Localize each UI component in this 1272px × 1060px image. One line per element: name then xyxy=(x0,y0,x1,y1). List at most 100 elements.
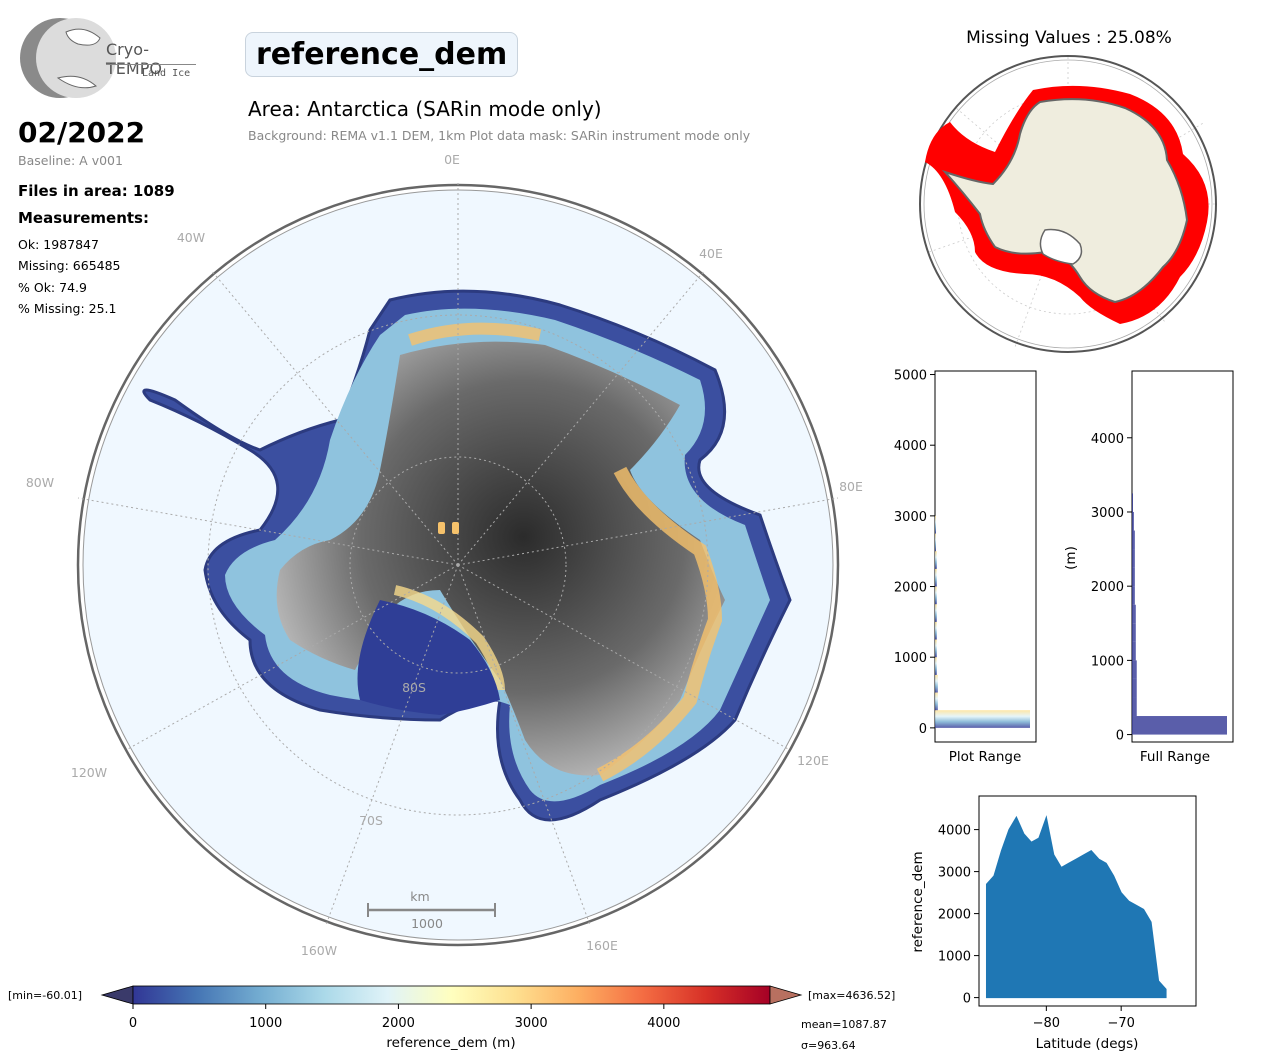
y-tick-label: 3000 xyxy=(1091,506,1124,521)
scalebar-value: 1000 xyxy=(411,916,443,931)
background-note: Background: REMA v1.1 DEM, 1km Plot data… xyxy=(248,128,751,143)
lon-label: 120E xyxy=(797,753,829,768)
logo-subtitle: Land Ice xyxy=(142,68,191,79)
interior-ice-sheet xyxy=(276,341,725,776)
latitude-scatter: 0 1000 2000 3000 4000 −80 −70 reference_dem La… xyxy=(910,795,1197,1052)
logo-emblem xyxy=(20,18,116,98)
histogram-bar xyxy=(1132,604,1136,624)
colorbar-sigma: σ=963.64 xyxy=(801,1039,856,1052)
full-range-histogram: 0 1000 2000 3000 4000 (m) Full Range xyxy=(1063,370,1234,765)
histogram-bars xyxy=(935,515,1030,728)
y-tick-label: 2000 xyxy=(938,908,971,923)
missing-map-land xyxy=(941,98,1189,304)
y-tick-label: 1000 xyxy=(1091,654,1124,669)
logo: Cryo-TEMPO Land Ice xyxy=(18,18,198,98)
colorbar-label: reference_dem (m) xyxy=(386,1035,515,1051)
x-axis-label: Full Range xyxy=(1140,749,1210,765)
lon-label: 160E xyxy=(586,938,618,953)
logo-divider xyxy=(106,64,196,65)
y-tick-label: 4000 xyxy=(1091,432,1124,447)
histogram-bar xyxy=(935,639,937,658)
colorbar-gradient xyxy=(132,985,771,1005)
histogram-bar xyxy=(935,568,937,587)
histogram-bar xyxy=(1132,678,1137,698)
y-tick-label: 0 xyxy=(1116,729,1124,744)
histogram-bar xyxy=(935,515,936,534)
scale-bar: km 1000 xyxy=(367,889,496,931)
y-axis-label: (m) xyxy=(1063,546,1079,570)
scatter-points xyxy=(985,815,1167,999)
warm-edge-north xyxy=(408,322,542,346)
histogram-bar xyxy=(935,657,937,675)
colorbar-min-label: [min=-60.01] xyxy=(8,989,82,1002)
histogram-bar xyxy=(1132,586,1135,605)
lon-label: 80W xyxy=(26,475,54,490)
y-tick-label: 0 xyxy=(963,992,971,1007)
lon-label: 0E xyxy=(444,152,460,167)
missing-map-title: Missing Values : 25.08% xyxy=(966,28,1172,48)
histogram-bar xyxy=(1132,641,1136,661)
main-map: 0E 40E 80E 120E 160E 160W 120W 80W 40W 8… xyxy=(26,152,863,958)
ross-ice-shelf xyxy=(357,600,500,715)
histogram-bar xyxy=(935,710,1030,728)
histogram-bars xyxy=(1132,493,1227,735)
y-tick-label: 1000 xyxy=(938,950,971,965)
warm-edge-ross xyxy=(393,585,505,691)
y-tick-label: 3000 xyxy=(894,510,927,525)
colorbar-tick-label: 0 xyxy=(129,1016,137,1031)
percent-missing: % Missing: 25.1 xyxy=(18,301,117,316)
histogram-bar xyxy=(935,674,938,693)
x-axis-label: Latitude (degs) xyxy=(1036,1036,1139,1052)
colorbar-mean: mean=1087.87 xyxy=(801,1018,887,1031)
histogram-bar xyxy=(1132,493,1133,512)
histogram-bar xyxy=(935,586,937,605)
x-tick-label: −70 xyxy=(1107,1016,1134,1031)
histogram-bar xyxy=(935,551,937,569)
warm-edge-east xyxy=(596,466,723,782)
lon-label: 80E xyxy=(839,479,863,494)
colorbar-max-label: [max=4636.52] xyxy=(808,989,895,1002)
histogram-bar xyxy=(1132,623,1136,642)
histogram-bar xyxy=(1132,549,1135,568)
plot-range-histogram: 0 1000 2000 3000 4000 5000 Plot Range xyxy=(894,369,1037,765)
y-tick-label: 3000 xyxy=(938,866,971,881)
percent-ok: % Ok: 74.9 xyxy=(18,280,87,295)
lon-label: 40W xyxy=(177,230,205,245)
graticule xyxy=(77,180,839,926)
area-title: Area: Antarctica (SARin mode only) xyxy=(248,97,602,121)
scalebar-unit: km xyxy=(410,889,429,904)
histogram-bar xyxy=(935,692,938,711)
missing-map-ross xyxy=(1039,228,1083,265)
y-tick-label: 4000 xyxy=(894,439,927,454)
colorbar-tick-label: 3000 xyxy=(515,1016,548,1031)
histogram-bar xyxy=(1132,511,1134,531)
lon-label: 40E xyxy=(699,246,723,261)
missing-count: Missing: 665485 xyxy=(18,258,121,273)
histogram-bar xyxy=(1132,567,1135,587)
y-tick-label: 1000 xyxy=(894,651,927,666)
y-tick-label: 2000 xyxy=(894,581,927,596)
y-tick-label: 0 xyxy=(919,722,927,737)
lat-label: 70S xyxy=(359,813,383,828)
y-tick-label: 5000 xyxy=(894,369,927,384)
measurements-heading: Measurements: xyxy=(18,209,149,227)
x-axis-label: Plot Range xyxy=(949,749,1022,765)
x-tick-label: −80 xyxy=(1033,1016,1060,1031)
colorbar-tick-label: 1000 xyxy=(249,1016,282,1031)
y-tick-label: 4000 xyxy=(938,824,971,839)
lon-label: 160W xyxy=(301,943,337,958)
colorbar-max-arrow xyxy=(769,985,803,1005)
logo-title: Cryo-TEMPO xyxy=(106,40,162,78)
colorbar-min-arrow xyxy=(100,985,134,1005)
histogram-bar xyxy=(935,604,937,622)
colorbar: 0 1000 2000 3000 4000 [min=-60.01] [max=4636… xyxy=(8,985,895,1052)
histogram-bar xyxy=(1132,697,1137,717)
histogram-bar xyxy=(935,533,936,552)
histogram-bar xyxy=(1132,660,1137,679)
colorbar-tick-label: 2000 xyxy=(382,1016,415,1031)
missing-map xyxy=(919,55,1217,353)
variable-title: reference_dem xyxy=(245,32,519,77)
histogram-bar xyxy=(1132,530,1135,550)
baseline-label: Baseline: A v001 xyxy=(18,153,123,168)
histogram-bar xyxy=(1132,716,1227,735)
